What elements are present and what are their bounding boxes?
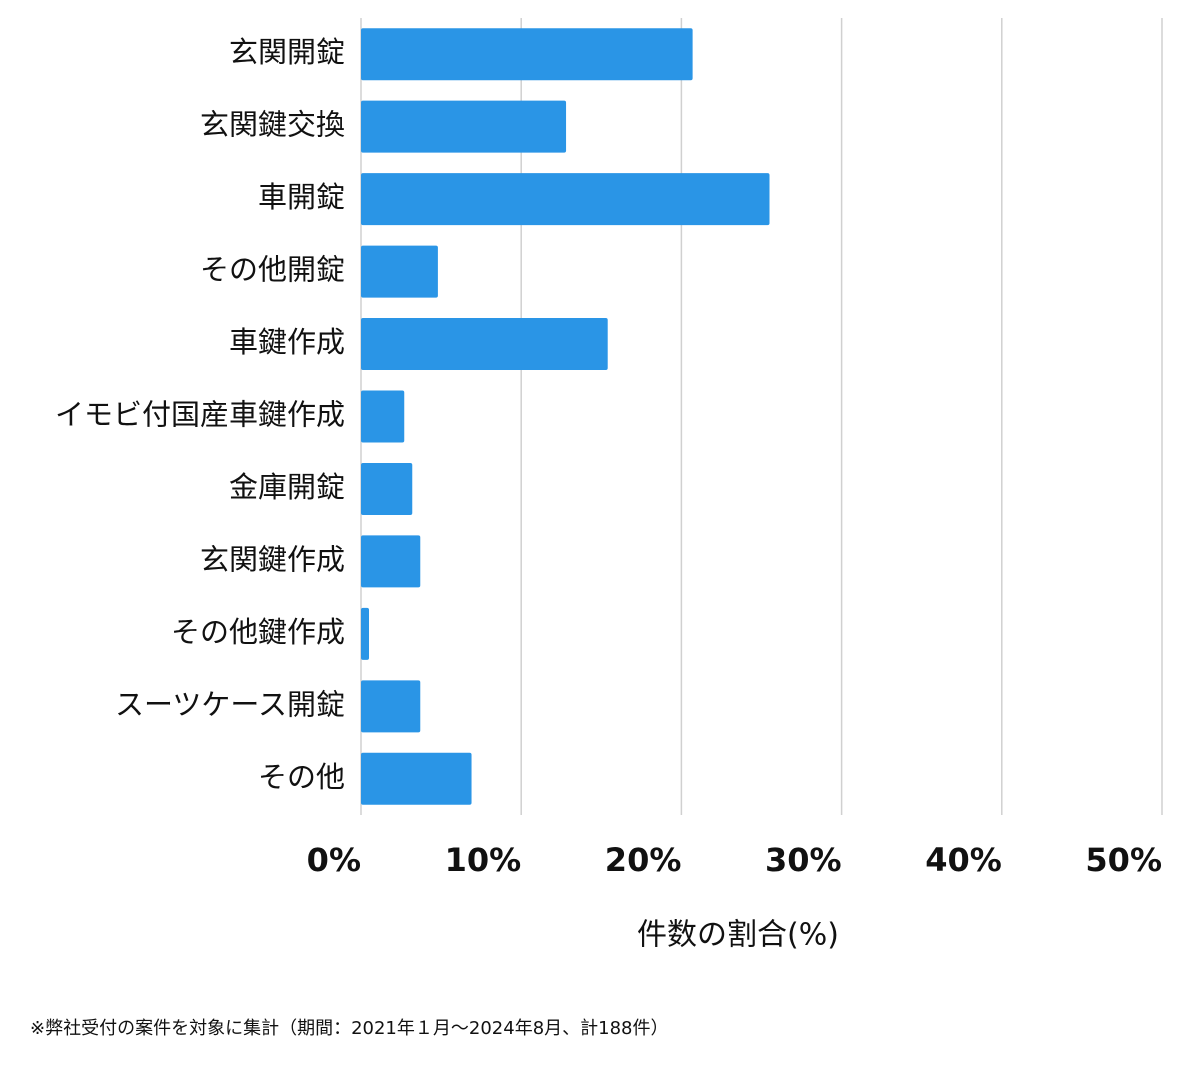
bar (361, 607, 370, 660)
bar (361, 390, 405, 443)
x-tick-label: 30% (765, 841, 842, 879)
x-tick-label: 20% (605, 841, 682, 879)
bar (361, 245, 438, 298)
bar (361, 535, 421, 588)
y-tick-label: その他開錠 (200, 253, 345, 287)
y-tick-label: 車開錠 (258, 180, 345, 214)
y-tick-label: 玄関鍵作成 (200, 542, 345, 576)
y-tick-label: その他 (258, 760, 345, 794)
x-axis-title: 件数の割合(%) (637, 918, 839, 953)
bar (361, 100, 567, 153)
x-tick-label: 0% (307, 841, 361, 879)
x-tick-label: 40% (925, 841, 1002, 879)
y-tick-label: その他鍵作成 (171, 615, 345, 649)
bar (361, 28, 693, 81)
bar (361, 173, 770, 226)
y-tick-label: 金庫開錠 (229, 470, 345, 504)
y-tick-label: 玄関鍵交換 (200, 108, 345, 142)
bar (361, 680, 421, 733)
y-tick-label: イモビ付国産車鍵作成 (55, 398, 345, 432)
bar (361, 752, 472, 805)
footnote: ※弊社受付の案件を対象に集計（期間：2021年１月～2024年8月、計188件） (30, 1018, 669, 1039)
x-tick-label: 10% (445, 841, 522, 879)
x-tick-label: 50% (1085, 841, 1162, 879)
y-tick-label: 玄関開錠 (229, 35, 345, 69)
bar (361, 462, 413, 515)
bar (361, 318, 608, 371)
y-tick-label: スーツケース開錠 (115, 687, 345, 721)
y-tick-label: 車鍵作成 (229, 325, 345, 359)
